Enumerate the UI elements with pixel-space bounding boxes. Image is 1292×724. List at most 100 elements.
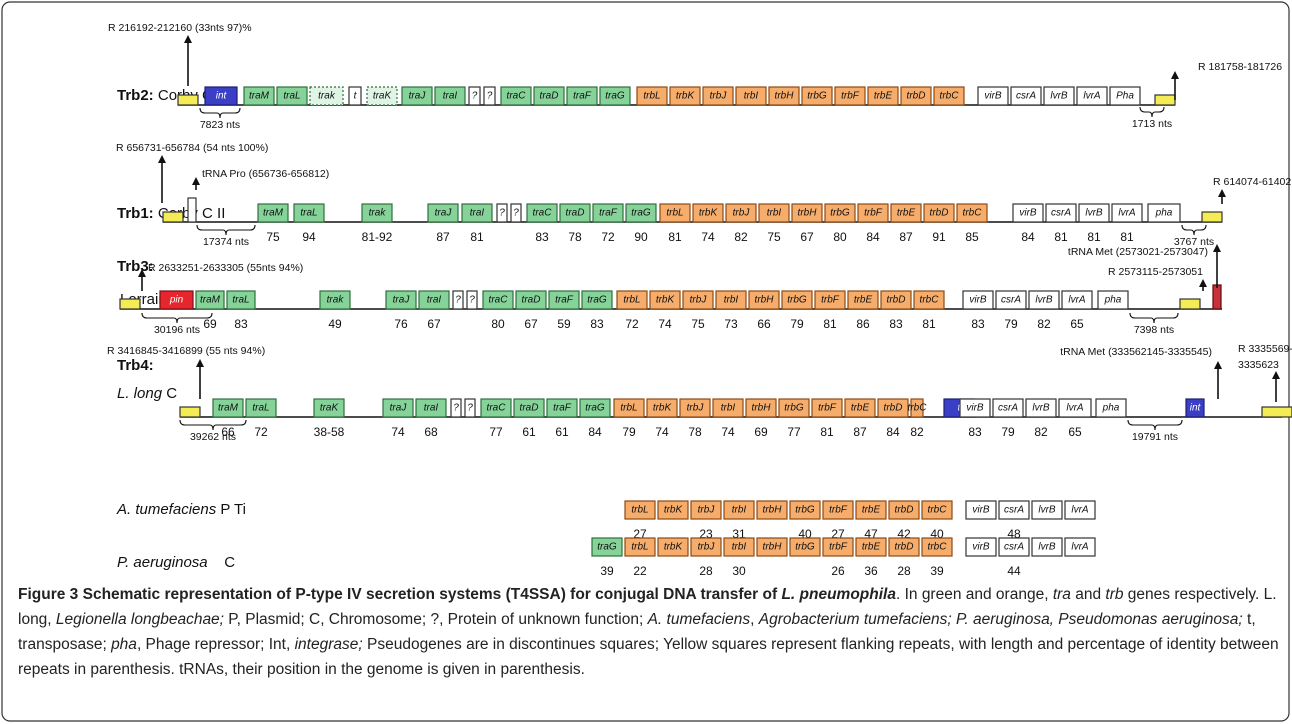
gene-name: trbG	[795, 542, 815, 553]
brace	[141, 312, 213, 324]
gene-box	[857, 203, 889, 223]
identity: 68	[424, 425, 438, 439]
identity: 80	[833, 230, 847, 244]
identity: 91	[932, 230, 946, 244]
gene-box	[855, 537, 887, 557]
gene-box	[464, 398, 476, 418]
gene-box	[756, 537, 788, 557]
gene-box	[1058, 398, 1092, 418]
gene-box	[415, 398, 447, 418]
gene-name: pha	[1155, 208, 1173, 219]
annotation: R 3416845-3416899 (55 nts 94%)	[107, 345, 265, 357]
gene-box	[791, 203, 823, 223]
gene-box	[466, 290, 478, 310]
caption-species: L. pneumophila	[781, 586, 896, 603]
gene-box	[1154, 94, 1176, 106]
gene-name: traF	[573, 91, 592, 102]
gene-box	[998, 500, 1030, 520]
gene-box	[212, 398, 244, 418]
gene-box	[1010, 86, 1042, 106]
identity: 39	[600, 564, 614, 578]
identity: 81	[668, 230, 682, 244]
gene-name: trbK	[664, 505, 684, 516]
brace	[179, 419, 247, 431]
gene-name: traI	[424, 403, 439, 414]
gene-box	[735, 86, 767, 106]
gene-box	[1261, 406, 1292, 418]
gene-name: trbE	[874, 91, 893, 102]
gene-name: trbE	[897, 208, 916, 219]
annotation: tRNA Met (333562145-3335545)	[1060, 346, 1212, 358]
gene-name: virB	[972, 505, 990, 516]
gene-name: traG	[631, 208, 651, 219]
gene-box	[715, 290, 747, 310]
gene-box	[646, 398, 678, 418]
gene-box	[1078, 203, 1110, 223]
gene-name: trbL	[666, 208, 683, 219]
gene-name: lvrB	[1050, 91, 1068, 102]
gene-box	[548, 290, 580, 310]
gene-name: traL	[252, 403, 269, 414]
identity: 81	[922, 317, 936, 331]
gene-name: trak	[369, 208, 387, 219]
caption-text: integrase;	[294, 636, 363, 653]
identity: 84	[1021, 230, 1035, 244]
gene-name: csrA	[1004, 505, 1024, 516]
gene-name: traL	[283, 91, 300, 102]
gene-name: trbJ	[698, 505, 716, 516]
gene-box	[855, 500, 887, 520]
gene-box	[616, 290, 648, 310]
brace	[199, 107, 241, 119]
gene-box	[483, 86, 496, 106]
gene-box	[468, 86, 481, 106]
identity: 59	[557, 317, 571, 331]
gene-name: int	[1190, 403, 1202, 414]
gene-name: traI	[427, 295, 442, 306]
gene-name: trbI	[732, 505, 747, 516]
gene-name: trbG	[807, 91, 827, 102]
arrow-head	[158, 155, 166, 163]
identity: 83	[535, 230, 549, 244]
gene-box	[913, 290, 945, 310]
gene-box	[526, 203, 558, 223]
identity: 65	[1070, 317, 1084, 331]
gene-name: trbE	[854, 295, 873, 306]
gene-box	[1025, 398, 1057, 418]
annotation: 3335623	[1238, 359, 1279, 371]
gene-box	[1097, 290, 1129, 310]
gene-name: traL	[300, 208, 317, 219]
gene-box	[756, 500, 788, 520]
identity: 83	[889, 317, 903, 331]
gene-name: t	[354, 91, 358, 102]
gene-name: lvrB	[1032, 403, 1050, 414]
gene-name: traJ	[390, 403, 408, 414]
identity: 81	[1087, 230, 1101, 244]
identity: 81	[823, 317, 837, 331]
gene-box	[748, 290, 780, 310]
gene-name: trbI	[744, 91, 759, 102]
identity: 66	[757, 317, 771, 331]
gene-box	[427, 203, 459, 223]
gene-name: ?	[455, 295, 461, 306]
brace	[1127, 419, 1183, 431]
identity: 36	[864, 564, 878, 578]
identity: 67	[524, 317, 538, 331]
annotation: R 2633251-2633305 (55nts 94%)	[148, 262, 303, 274]
gene-box	[624, 500, 656, 520]
gene-name: trbI	[721, 403, 736, 414]
gene-name: virB	[969, 295, 987, 306]
identity: 75	[767, 230, 781, 244]
gene-box	[1045, 203, 1077, 223]
gene-box	[159, 290, 194, 310]
gene-box	[768, 86, 800, 106]
identity: 61	[522, 425, 536, 439]
gene-name: trbL	[620, 403, 637, 414]
gene-box	[204, 86, 238, 106]
gene-box	[625, 203, 657, 223]
gene-box	[1031, 500, 1063, 520]
gene-name: trbL	[631, 542, 648, 553]
identity: 81	[470, 230, 484, 244]
gene-box	[452, 290, 464, 310]
identity: 85	[965, 230, 979, 244]
gene-name: traF	[599, 208, 618, 219]
